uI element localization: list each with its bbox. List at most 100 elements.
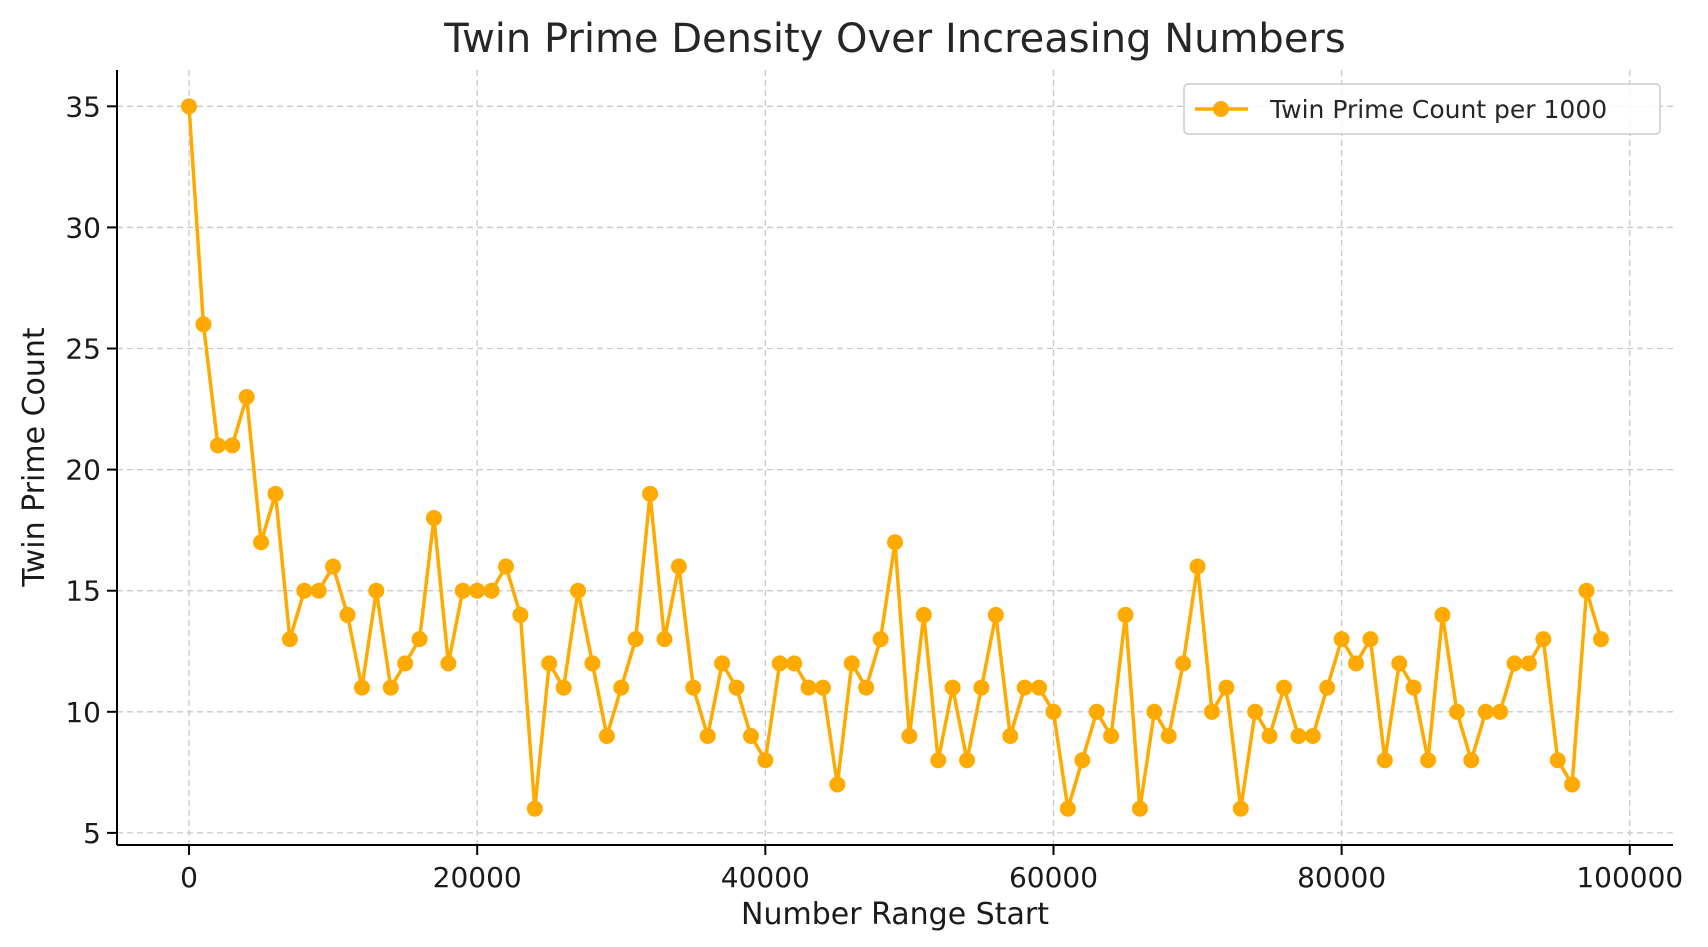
data-point xyxy=(1002,728,1019,745)
x-tick-label: 80000 xyxy=(1297,861,1386,894)
data-point xyxy=(1276,679,1292,696)
y-tick-label: 20 xyxy=(65,454,101,487)
data-point xyxy=(224,437,241,454)
data-point xyxy=(872,631,889,648)
data-point xyxy=(1232,800,1249,817)
data-point xyxy=(1016,679,1033,696)
y-tick-label: 35 xyxy=(65,90,101,123)
axes xyxy=(116,70,1673,846)
chart-title: Twin Prime Density Over Increasing Numbe… xyxy=(443,16,1345,62)
data-point xyxy=(1088,703,1105,720)
data-point xyxy=(469,582,486,599)
data-point xyxy=(1420,752,1437,769)
data-point xyxy=(598,728,615,745)
data-point xyxy=(209,437,226,454)
data-point xyxy=(1059,800,1076,817)
data-point xyxy=(901,728,918,745)
data-point xyxy=(498,558,514,575)
data-point xyxy=(1477,703,1494,720)
y-tick-label: 30 xyxy=(65,211,101,244)
grid xyxy=(117,70,1673,845)
y-tick-label: 10 xyxy=(65,696,101,729)
data-point xyxy=(238,388,255,405)
data-point xyxy=(1463,752,1480,769)
y-axis-label: Twin Prime Count xyxy=(17,327,52,588)
data-point xyxy=(1506,655,1523,672)
data-point xyxy=(757,752,774,769)
data-point xyxy=(425,510,442,527)
data-point xyxy=(1146,703,1163,720)
data-point xyxy=(1175,655,1192,672)
data-point xyxy=(1045,703,1062,720)
data-point xyxy=(1592,631,1609,648)
legend-label: Twin Prime Count per 1000 xyxy=(1269,95,1607,124)
data-point xyxy=(944,679,961,696)
x-tick-label: 60000 xyxy=(1009,861,1098,894)
data-point xyxy=(1376,752,1393,769)
data-point xyxy=(800,679,817,696)
data-point xyxy=(987,606,1004,623)
legend-marker-swatch xyxy=(1213,101,1229,117)
legend-box xyxy=(1183,83,1661,135)
data-point xyxy=(339,606,356,623)
data-point xyxy=(1117,606,1134,623)
data-point xyxy=(656,631,673,648)
data-point xyxy=(959,752,976,769)
data-point xyxy=(1564,776,1581,793)
data-point xyxy=(1333,631,1350,648)
data-point xyxy=(642,485,659,502)
data-point xyxy=(512,606,529,623)
data-point xyxy=(1434,606,1451,623)
data-point xyxy=(1520,655,1537,672)
data-point xyxy=(555,679,572,696)
x-tick-label: 40000 xyxy=(721,861,810,894)
y-tick-label: 5 xyxy=(83,817,101,850)
data-point xyxy=(1405,679,1422,696)
data-point xyxy=(973,679,990,696)
data-point xyxy=(181,98,198,115)
data-point xyxy=(1391,655,1408,672)
data-point xyxy=(1362,631,1379,648)
data-point xyxy=(483,582,500,599)
x-tick-label: 0 xyxy=(180,861,198,894)
data-point xyxy=(526,800,543,817)
data-point xyxy=(584,655,601,672)
data-point xyxy=(742,728,759,745)
data-point xyxy=(685,679,702,696)
data-point xyxy=(699,728,716,745)
series xyxy=(181,98,1609,817)
data-point xyxy=(440,655,457,672)
data-point xyxy=(1448,703,1465,720)
legend: Twin Prime Count per 1000 xyxy=(1183,83,1661,135)
data-point xyxy=(1578,582,1595,599)
data-point xyxy=(1535,631,1552,648)
x-tick-label: 100000 xyxy=(1576,861,1683,894)
data-point xyxy=(382,679,399,696)
data-point xyxy=(771,655,788,672)
data-point xyxy=(1290,728,1307,745)
data-point xyxy=(325,558,342,575)
data-point xyxy=(1103,728,1120,745)
data-point xyxy=(728,679,745,696)
data-point xyxy=(1160,728,1177,745)
data-point xyxy=(296,582,313,599)
y-tick-label: 15 xyxy=(65,575,101,608)
data-point xyxy=(1319,679,1336,696)
data-point xyxy=(627,631,644,648)
data-point xyxy=(368,582,385,599)
data-point xyxy=(714,655,731,672)
data-point xyxy=(613,679,630,696)
data-point xyxy=(454,582,471,599)
data-point xyxy=(1247,703,1264,720)
data-point xyxy=(310,582,327,599)
data-point xyxy=(1031,679,1048,696)
data-point xyxy=(915,606,932,623)
x-axis-label: Number Range Start xyxy=(741,897,1049,932)
data-point xyxy=(930,752,947,769)
data-point xyxy=(887,534,903,551)
data-point xyxy=(829,776,846,793)
data-point xyxy=(1189,558,1206,575)
data-point xyxy=(195,316,212,333)
